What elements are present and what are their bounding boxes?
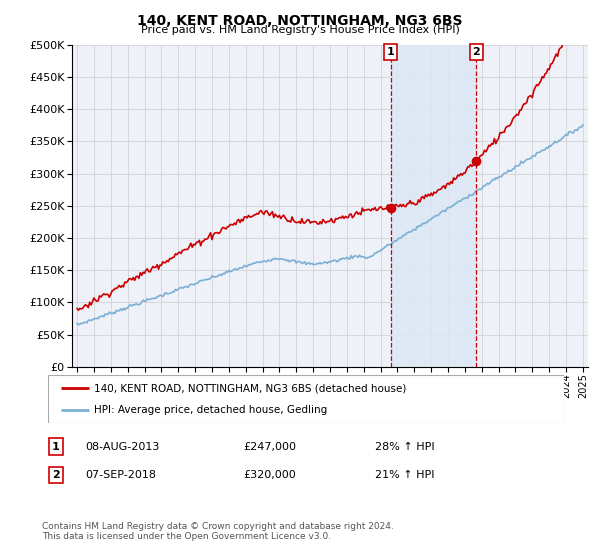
Text: 21% ↑ HPI: 21% ↑ HPI [376,470,435,480]
Text: 1: 1 [387,46,395,57]
Text: 1: 1 [52,441,60,451]
Text: £247,000: £247,000 [244,441,296,451]
Text: 140, KENT ROAD, NOTTINGHAM, NG3 6BS (detached house): 140, KENT ROAD, NOTTINGHAM, NG3 6BS (det… [94,383,407,393]
Text: £320,000: £320,000 [244,470,296,480]
Text: HPI: Average price, detached house, Gedling: HPI: Average price, detached house, Gedl… [94,405,328,415]
Text: Price paid vs. HM Land Registry's House Price Index (HPI): Price paid vs. HM Land Registry's House … [140,25,460,35]
Text: 07-SEP-2018: 07-SEP-2018 [85,470,156,480]
Text: 08-AUG-2013: 08-AUG-2013 [85,441,160,451]
Text: 28% ↑ HPI: 28% ↑ HPI [376,441,435,451]
Text: 2: 2 [472,46,480,57]
Text: 140, KENT ROAD, NOTTINGHAM, NG3 6BS: 140, KENT ROAD, NOTTINGHAM, NG3 6BS [137,14,463,28]
FancyBboxPatch shape [48,375,564,423]
Bar [391,45,476,367]
Text: Contains HM Land Registry data © Crown copyright and database right 2024.
This d: Contains HM Land Registry data © Crown c… [42,522,394,542]
Text: 2: 2 [52,470,60,480]
